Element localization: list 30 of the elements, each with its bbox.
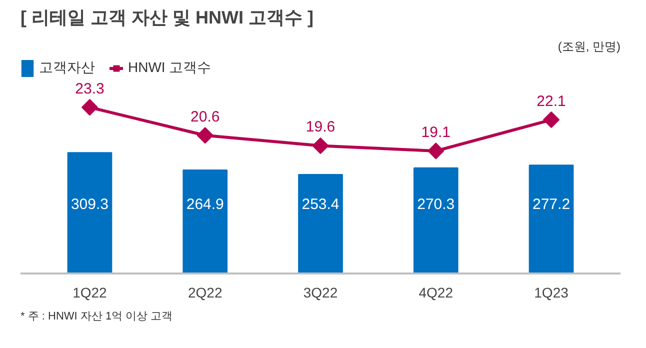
data-label: 309.3 <box>70 196 109 213</box>
point <box>196 127 214 144</box>
x-tick-label: 1Q22 <box>72 284 108 300</box>
data-label: 277.2 <box>532 196 570 213</box>
x-tick-label: 3Q22 <box>303 284 338 300</box>
data-label: 22.1 <box>536 92 566 110</box>
bar <box>67 152 112 274</box>
bar <box>413 167 458 274</box>
legend-label: HNWI 고객수 <box>128 59 212 77</box>
data-label: 270.3 <box>417 196 455 213</box>
data-label: 253.4 <box>302 196 340 213</box>
bar <box>298 174 343 274</box>
point <box>542 112 560 128</box>
point <box>81 99 98 116</box>
bar <box>528 164 574 274</box>
x-tick-label: 4Q22 <box>418 284 454 300</box>
data-label: 23.3 <box>75 80 104 98</box>
data-label: 264.9 <box>186 196 224 213</box>
x-tick-label: 1Q23 <box>534 284 569 300</box>
x-tick-label: 2Q22 <box>188 284 222 300</box>
data-label: 19.6 <box>306 118 336 136</box>
point <box>312 137 329 154</box>
bar <box>182 169 228 274</box>
data-label: 19.1 <box>421 124 450 141</box>
text: (조원, 만명) <box>558 40 621 54</box>
data-label: 20.6 <box>190 108 220 126</box>
chart-title: [ 리테일 고객 자산 및 HNWI 고객수 ] <box>20 8 314 28</box>
point <box>428 142 444 160</box>
text: * 주 : HNWI 자산 1억 이상 고객 <box>20 310 173 322</box>
legend-label: 고객자산 <box>39 59 95 77</box>
